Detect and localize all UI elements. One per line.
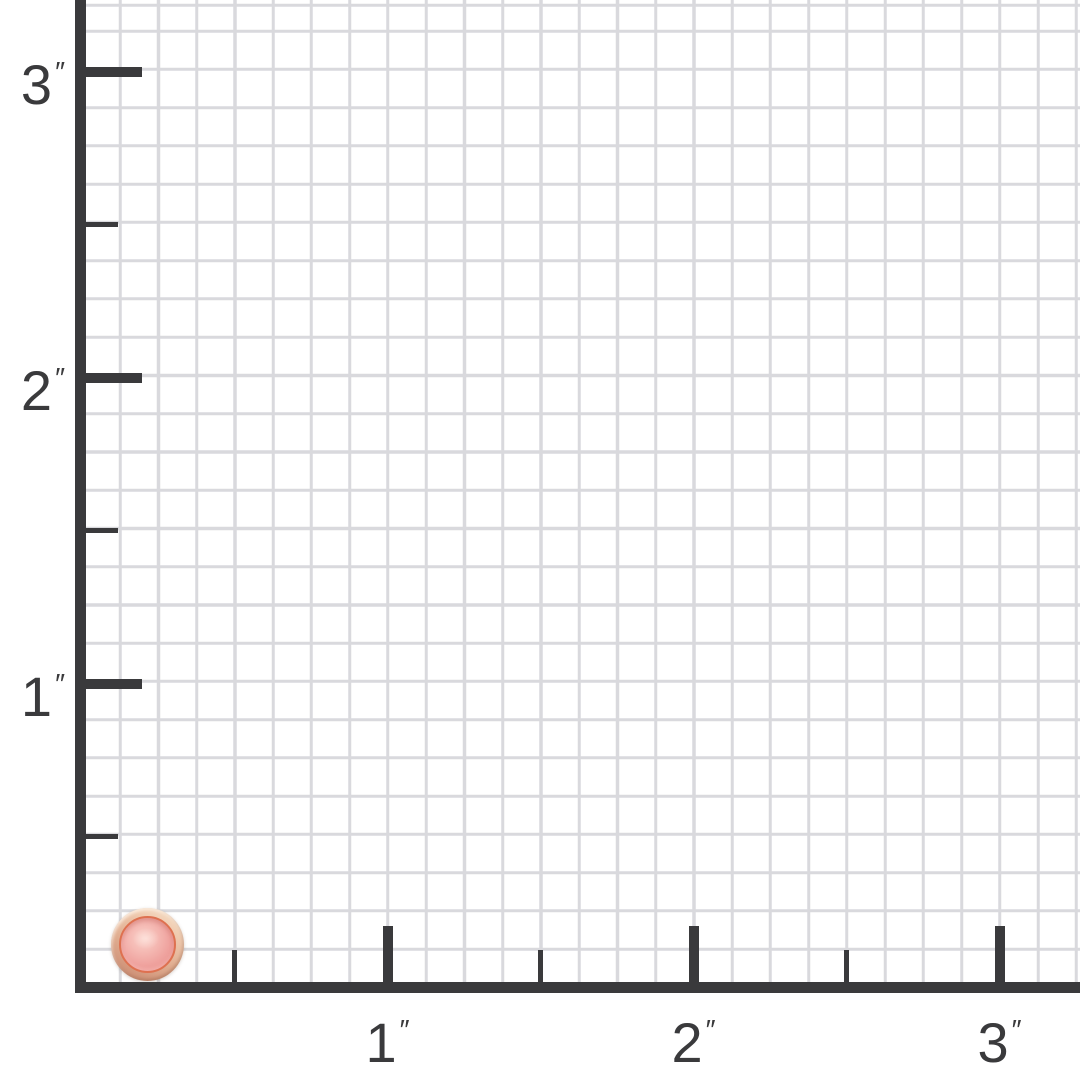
x-axis-major-tick-1in	[383, 926, 393, 984]
x-axis-label-2in: 2 ″	[624, 1002, 764, 1071]
x-axis-label-1in-value: 1	[365, 1011, 397, 1074]
inch-mark: ″	[55, 56, 66, 87]
x-axis-minor-tick-2-5in	[844, 950, 849, 983]
inch-mark: ″	[1011, 1014, 1023, 1045]
x-axis-line	[75, 982, 1080, 993]
y-axis-label-2in: 2 ″	[0, 350, 66, 419]
x-axis-label-3in-value: 3	[977, 1011, 1009, 1074]
x-axis-major-tick-3in	[995, 926, 1005, 984]
x-axis-label-1in: 1 ″	[318, 1002, 458, 1071]
x-axis-label-2in-value: 2	[671, 1011, 703, 1074]
x-axis-minor-tick-0-5in	[232, 950, 237, 983]
y-axis-label-3in-value: 3	[20, 53, 53, 116]
y-axis-minor-tick-2-5in	[78, 222, 118, 227]
stud-earring	[111, 908, 184, 981]
inch-mark: ″	[705, 1014, 717, 1045]
y-axis-major-tick-3in	[78, 67, 142, 77]
inch-mark: ″	[399, 1014, 411, 1045]
x-axis-label-3in: 3 ″	[930, 1002, 1070, 1071]
x-axis-major-tick-2in	[689, 926, 699, 984]
stone-highlight	[133, 928, 159, 949]
x-axis-minor-tick-1-5in	[538, 950, 543, 983]
y-axis-major-tick-2in	[78, 373, 142, 383]
y-axis-minor-tick-1-5in	[78, 528, 118, 533]
y-axis-label-1in: 1 ″	[0, 656, 66, 725]
y-axis-label-3in: 3 ″	[0, 44, 66, 113]
y-axis-line	[75, 0, 86, 993]
inch-mark: ″	[55, 362, 66, 393]
stud-pink-cabochon	[119, 916, 176, 973]
y-axis-minor-tick-0-5in	[78, 834, 118, 839]
inch-mark: ″	[55, 668, 66, 699]
eighth-inch-grid	[86, 0, 1080, 982]
y-axis-label-1in-value: 1	[20, 665, 53, 728]
y-axis-label-2in-value: 2	[20, 359, 53, 422]
y-axis-major-tick-1in	[78, 679, 142, 689]
